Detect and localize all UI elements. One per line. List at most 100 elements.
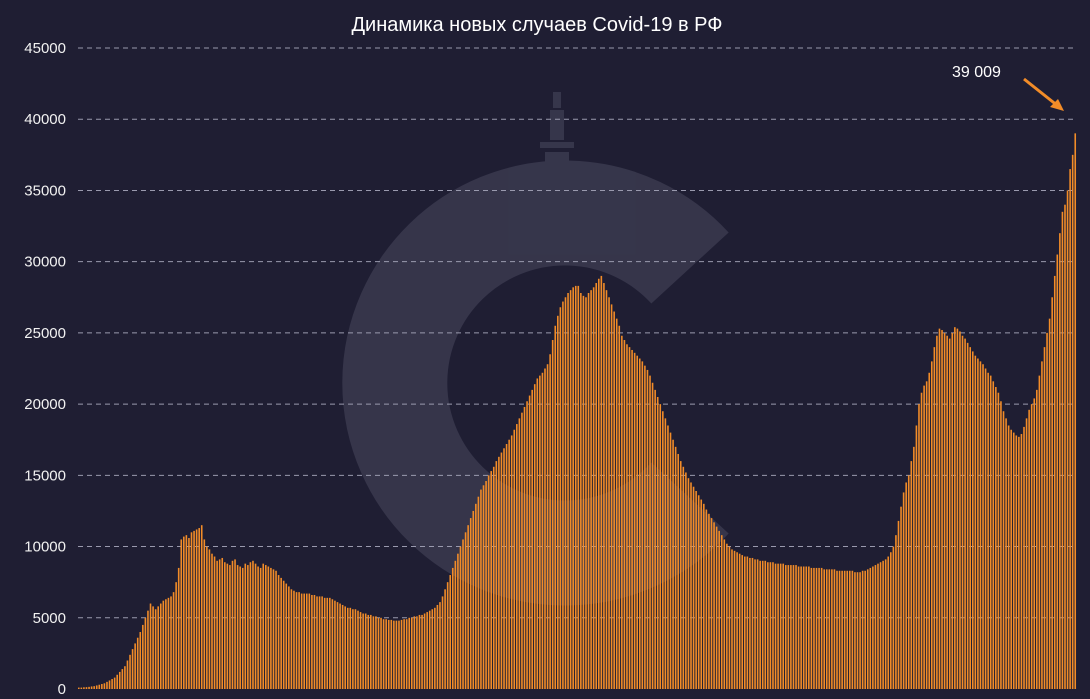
bar bbox=[1061, 211, 1064, 689]
bar bbox=[262, 563, 265, 689]
bar bbox=[987, 372, 989, 689]
bar bbox=[815, 567, 818, 689]
bar bbox=[703, 503, 705, 689]
bar bbox=[231, 560, 234, 689]
bar bbox=[933, 347, 936, 689]
bar bbox=[139, 632, 142, 689]
bar bbox=[444, 589, 446, 689]
bar bbox=[708, 513, 710, 689]
bar bbox=[685, 472, 687, 689]
bar bbox=[779, 563, 782, 689]
bar bbox=[405, 619, 408, 689]
bar bbox=[393, 620, 395, 689]
bar bbox=[959, 331, 961, 689]
bar bbox=[736, 552, 738, 689]
bar bbox=[236, 565, 239, 689]
bar bbox=[562, 301, 564, 689]
bar bbox=[774, 563, 777, 689]
bar bbox=[162, 600, 165, 689]
bar bbox=[631, 349, 633, 689]
bar bbox=[767, 562, 769, 689]
bar bbox=[687, 478, 690, 689]
bar bbox=[175, 582, 177, 689]
bar bbox=[818, 567, 820, 689]
bar bbox=[651, 382, 654, 689]
bar bbox=[723, 539, 726, 689]
bar bbox=[638, 358, 641, 689]
bar bbox=[569, 290, 572, 689]
bar bbox=[792, 565, 795, 689]
y-tick-label: 20000 bbox=[24, 396, 66, 413]
bar bbox=[925, 381, 928, 689]
bar bbox=[224, 562, 226, 689]
bar bbox=[295, 592, 298, 689]
bar bbox=[482, 485, 485, 689]
peak-arrow-head-icon bbox=[1050, 99, 1064, 111]
bar bbox=[897, 520, 900, 689]
bar bbox=[943, 332, 946, 689]
bar bbox=[892, 546, 895, 689]
bar bbox=[761, 560, 764, 689]
bar bbox=[372, 616, 375, 689]
bar bbox=[221, 557, 224, 689]
bar bbox=[677, 453, 679, 689]
bar bbox=[149, 603, 152, 689]
bar bbox=[549, 354, 551, 689]
bar bbox=[746, 556, 749, 689]
bar bbox=[90, 686, 93, 689]
bar bbox=[408, 617, 411, 689]
bar bbox=[177, 567, 180, 689]
bar bbox=[395, 620, 398, 689]
bar bbox=[728, 546, 731, 689]
bar bbox=[551, 340, 554, 689]
bar bbox=[321, 596, 323, 689]
bar bbox=[423, 613, 426, 689]
bar bbox=[715, 526, 718, 689]
bar bbox=[979, 361, 982, 689]
bar bbox=[252, 560, 254, 689]
bar bbox=[85, 687, 88, 689]
bar bbox=[446, 582, 449, 689]
bar bbox=[759, 560, 761, 689]
bar bbox=[664, 418, 667, 689]
bar bbox=[362, 613, 364, 689]
bar bbox=[485, 481, 487, 689]
bar bbox=[741, 555, 744, 689]
bar bbox=[264, 565, 267, 689]
bar bbox=[147, 610, 149, 689]
bar bbox=[459, 546, 462, 689]
bar bbox=[628, 347, 631, 689]
bar bbox=[580, 293, 582, 689]
bar bbox=[387, 619, 390, 689]
bar bbox=[165, 599, 167, 689]
bar bbox=[259, 567, 262, 689]
bar bbox=[954, 327, 956, 689]
bar bbox=[500, 452, 503, 689]
bar bbox=[1064, 204, 1066, 689]
bar bbox=[124, 666, 126, 689]
bar bbox=[349, 607, 352, 689]
bar bbox=[667, 425, 669, 689]
bar bbox=[982, 364, 984, 689]
bar bbox=[644, 365, 646, 689]
bar bbox=[795, 565, 797, 689]
bar bbox=[838, 570, 841, 689]
bar bbox=[674, 446, 677, 689]
bar bbox=[469, 518, 472, 689]
bar bbox=[1038, 375, 1041, 689]
bar bbox=[564, 297, 567, 689]
bar bbox=[595, 283, 598, 689]
bar bbox=[1023, 426, 1025, 689]
bar bbox=[690, 482, 692, 689]
bar bbox=[541, 372, 544, 689]
bar bbox=[961, 335, 964, 689]
y-tick-label: 5000 bbox=[33, 610, 66, 627]
y-tick-label: 10000 bbox=[24, 539, 66, 556]
bar bbox=[995, 387, 997, 689]
y-tick-label: 0 bbox=[58, 681, 66, 698]
bar bbox=[403, 619, 405, 689]
bar bbox=[428, 610, 431, 689]
bar bbox=[656, 396, 659, 689]
bar bbox=[662, 411, 664, 689]
bar bbox=[572, 287, 574, 689]
